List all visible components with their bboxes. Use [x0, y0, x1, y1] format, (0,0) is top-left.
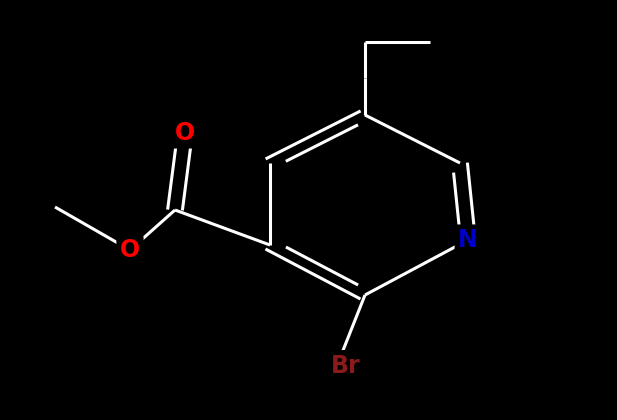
Text: O: O: [120, 238, 140, 262]
Text: N: N: [458, 228, 478, 252]
Text: O: O: [175, 121, 195, 145]
Text: Br: Br: [331, 354, 361, 378]
